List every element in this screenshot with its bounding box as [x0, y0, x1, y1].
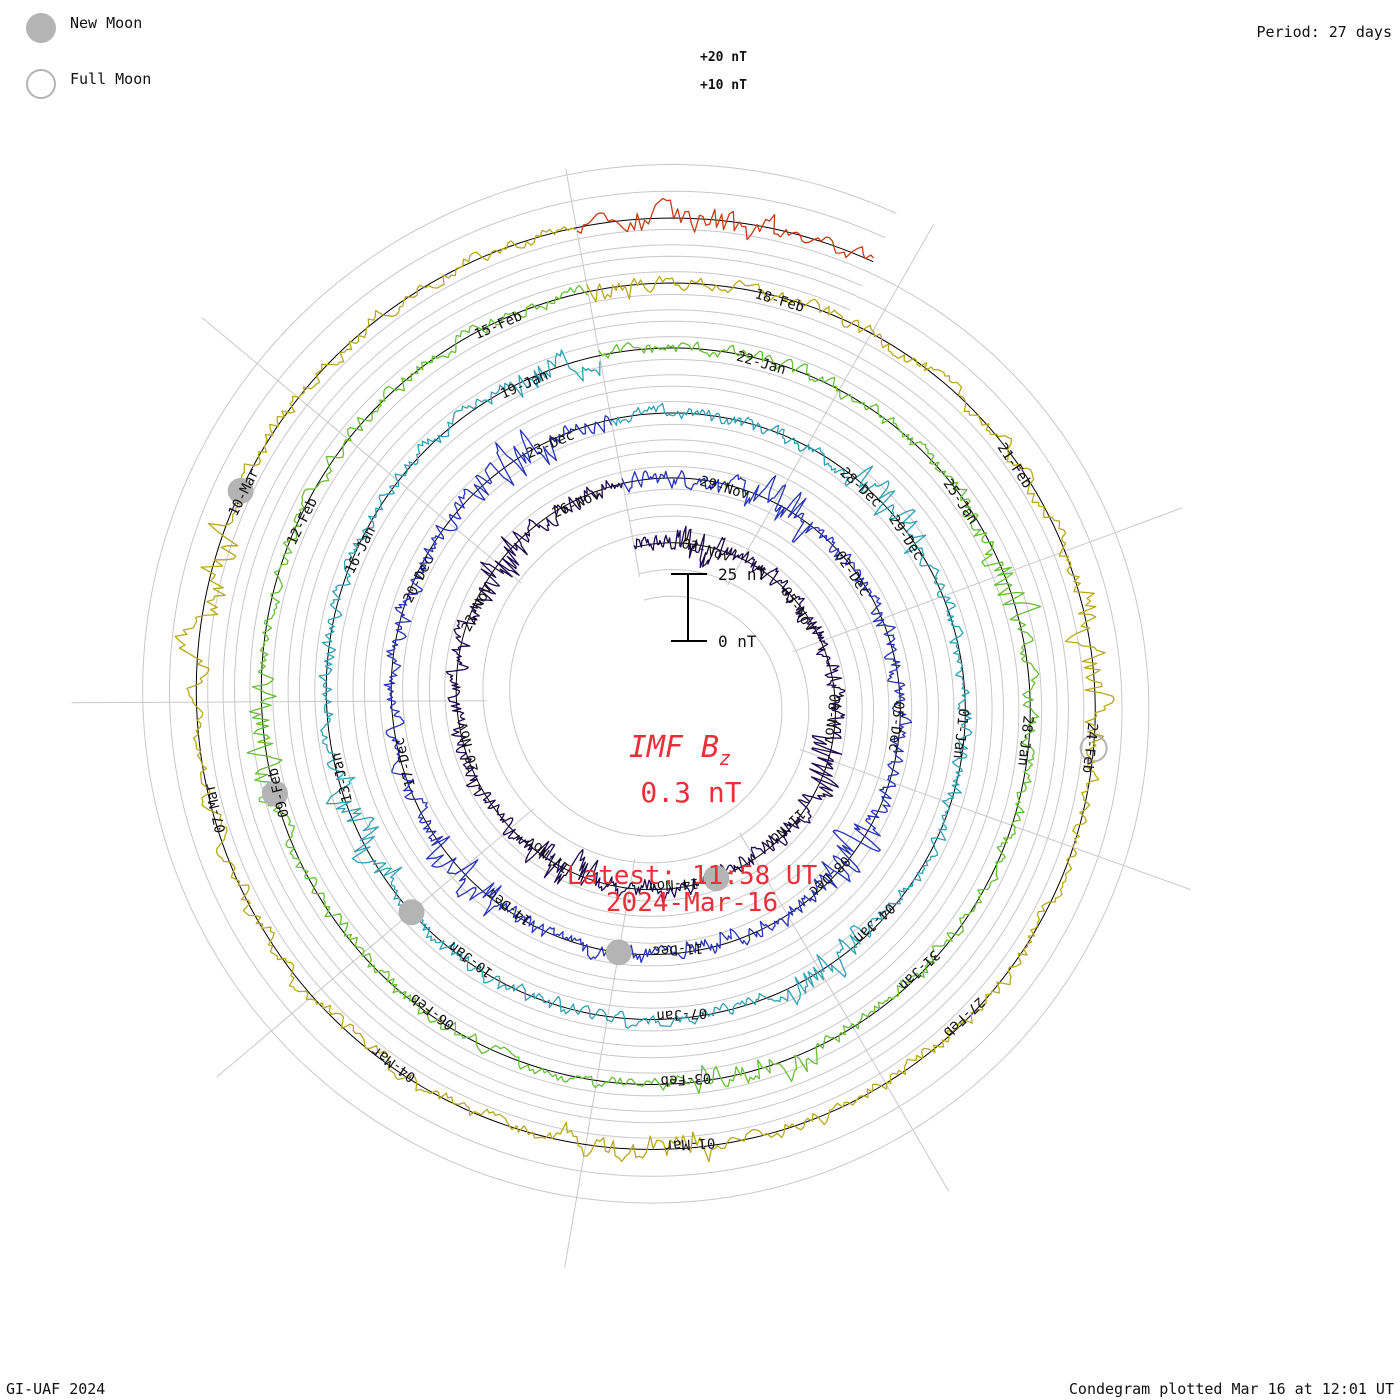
credit-label: GI-UAF 2024 [6, 1380, 105, 1398]
latest-time: Latest: 11:58 UT [567, 861, 818, 891]
date-label-26: 19-Jan [498, 368, 551, 403]
new-moon-marker-2 [398, 899, 425, 926]
date-label-11: 05-Dec [885, 700, 907, 752]
date-label-20: 01-Jan [950, 707, 972, 759]
center-value: 0.3 nT [640, 776, 741, 809]
grid-ring-3 [142, 163, 1150, 1204]
legend: New Moon Full Moon [26, 13, 151, 99]
date-label-31: 03-Feb [660, 1069, 711, 1088]
date-label-4: 14-Nov [648, 875, 699, 894]
series-line-1 [445, 480, 846, 903]
scale-bar-top-label: 25 nT [718, 565, 767, 584]
date-label-40: 01-Mar [664, 1134, 715, 1153]
period-label: Period: 27 days [1257, 23, 1392, 41]
ring-ref-label-10: +10 nT [700, 78, 747, 93]
full-moon-legend-icon [26, 69, 56, 99]
grid-ring-0 [249, 271, 1043, 1097]
spoke-8 [201, 317, 522, 584]
center-panel: IMF Bz 0.3 nT Latest: 11:58 UT 2024-Mar-… [567, 730, 818, 918]
date-label-7: 23-Nov [459, 582, 496, 634]
scale-bar-bottom-label: 0 nT [718, 632, 757, 651]
spoke-5 [564, 858, 636, 1268]
latest-date: 2024-Mar-16 [606, 888, 778, 918]
date-label-17: 23-Dec [524, 427, 577, 462]
new-moon-marker-1 [605, 939, 632, 966]
date-label-29: 28-Jan [1014, 715, 1036, 767]
full-moon-legend-label: Full Moon [70, 70, 151, 88]
series-line-2 [383, 415, 913, 964]
spoke-4 [739, 832, 950, 1192]
ring-reference: +20 nT +10 nT [700, 50, 747, 93]
spoke-6 [216, 808, 534, 1078]
date-label-2: 08-Nov [820, 693, 842, 745]
moon-phase-markers [227, 477, 1108, 966]
date-label-35: 15-Feb [472, 308, 525, 343]
date-label-1: 05-Nov [777, 584, 818, 635]
center-title: IMF Bz [629, 730, 731, 770]
new-moon-marker-3 [262, 780, 288, 807]
grid-ring-1 [222, 244, 1069, 1124]
date-label-37: 21-Feb [994, 440, 1035, 491]
plotted-timestamp: Condegram plotted Mar 16 at 12:01 UT [1069, 1380, 1394, 1398]
new-moon-legend-icon [26, 13, 56, 43]
date-label-13: 11-Dec [652, 940, 703, 959]
date-label-23: 10-Jan [446, 938, 496, 981]
spiral-spokes [71, 168, 1191, 1268]
ring-ref-label-20: +20 nT [700, 50, 747, 65]
date-label-28: 25-Jan [940, 476, 981, 527]
new-moon-marker-0 [703, 865, 730, 892]
spiral-series [174, 197, 1115, 1163]
spoke-1 [727, 224, 934, 586]
date-labels: 02-Nov05-Nov08-Nov11-Nov14-Nov17-Nov20-N… [202, 286, 1100, 1153]
spoke-2 [792, 507, 1183, 653]
date-label-15: 17-Dec [391, 736, 418, 789]
date-label-39: 27-Feb [940, 994, 988, 1040]
date-label-10: 02-Dec [831, 548, 872, 599]
date-label-14: 14-Dec [484, 885, 534, 928]
spoke-7 [71, 700, 487, 704]
series-line-3 [318, 349, 973, 1029]
scale-bar: 25 nT 0 nT [671, 565, 767, 651]
grid-ring-2 [169, 190, 1123, 1177]
series-line-5 [174, 226, 1115, 1163]
new-moon-marker-4 [227, 477, 254, 504]
series-line-4 [246, 284, 1042, 1094]
date-label-22: 07-Jan [656, 1005, 707, 1024]
center-title-main: IMF B [629, 730, 719, 765]
spoke-0 [565, 168, 641, 578]
full-moon-marker-5 [1079, 734, 1108, 763]
spiral-grid [142, 163, 1150, 1204]
new-moon-legend-label: New Moon [70, 14, 142, 32]
spoke-3 [799, 749, 1191, 891]
date-label-38: 24-Feb [1079, 722, 1101, 774]
date-label-8: 26-Nov [550, 487, 603, 522]
center-title-subscript: z [719, 746, 731, 770]
series-line-6 [576, 197, 875, 260]
